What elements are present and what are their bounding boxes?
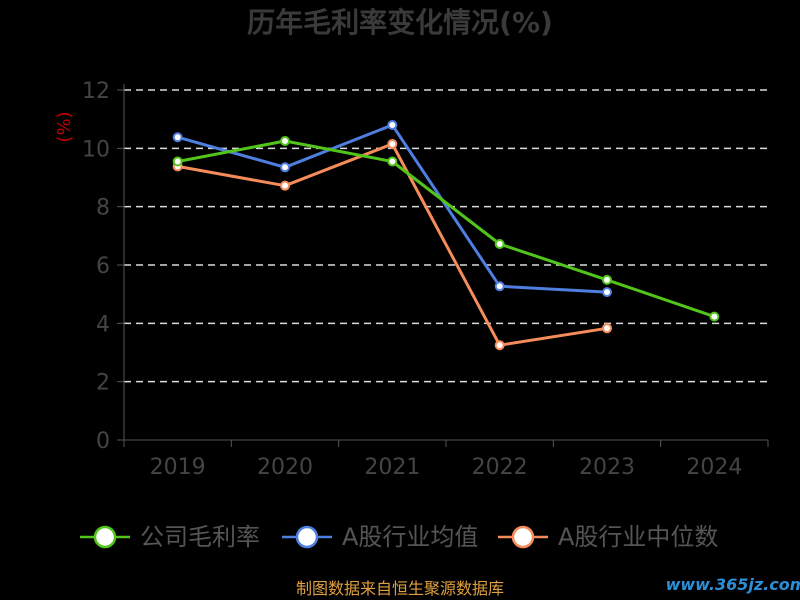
data-point[interactable] <box>602 323 612 334</box>
legend-label: A股行业中位数 <box>558 523 718 551</box>
legend-swatch-marker <box>93 525 117 549</box>
y-axis-label: (%) <box>54 111 75 142</box>
legend-label: A股行业均值 <box>342 523 478 551</box>
legend-label: 公司毛利率 <box>140 523 260 551</box>
data-point[interactable] <box>387 156 398 167</box>
axes: 0 2 4 6 8 10 12 2019 2020 2021 2022 2023 2024 <box>82 79 769 480</box>
legend-swatch-marker <box>295 525 319 549</box>
y-tick-label: 8 <box>96 196 110 221</box>
series-0 <box>172 136 720 322</box>
data-point[interactable] <box>494 281 505 292</box>
series-line <box>177 142 608 347</box>
x-tick-label: 2024 <box>686 455 742 480</box>
y-tick-label: 0 <box>96 429 110 454</box>
x-tick-label: 2021 <box>364 455 420 480</box>
data-point[interactable] <box>602 274 612 285</box>
data-point[interactable] <box>387 120 398 130</box>
x-tick-label: 2020 <box>257 455 313 480</box>
series-2 <box>172 138 612 351</box>
legend-item-1[interactable]: A股行业均值 <box>282 523 478 551</box>
data-point[interactable] <box>280 180 290 191</box>
data-point[interactable] <box>494 340 505 351</box>
data-point[interactable] <box>280 162 290 173</box>
data-point[interactable] <box>387 138 398 149</box>
y-tick-label: 10 <box>82 137 110 162</box>
series-group <box>172 120 720 351</box>
data-point[interactable] <box>172 156 183 167</box>
watermark: www.365jz.com <box>666 575 800 594</box>
source-note: 制图数据来自恒生聚源数据库 <box>296 579 504 598</box>
x-tick-label: 2019 <box>150 455 206 480</box>
y-tick-label: 2 <box>96 371 110 396</box>
x-tick-label: 2022 <box>472 455 528 480</box>
legend[interactable]: 公司毛利率 A股行业均值 A股行业中位数 <box>80 523 718 551</box>
data-point[interactable] <box>172 132 183 143</box>
y-tick-label: 4 <box>96 312 110 337</box>
series-line <box>177 139 715 319</box>
x-tick-label: 2023 <box>579 455 635 480</box>
chart-title: 历年毛利率变化情况(%) <box>247 6 553 39</box>
y-tick-label: 6 <box>96 254 110 279</box>
series-1 <box>172 120 612 298</box>
data-point[interactable] <box>280 136 290 147</box>
legend-item-2[interactable]: A股行业中位数 <box>498 523 718 551</box>
legend-item-0[interactable]: 公司毛利率 <box>80 523 260 551</box>
legend-swatch-marker <box>511 525 535 549</box>
y-tick-label: 12 <box>82 79 110 104</box>
data-point[interactable] <box>709 311 720 322</box>
grid-lines <box>124 89 768 383</box>
data-point[interactable] <box>494 239 505 249</box>
data-point[interactable] <box>602 287 612 298</box>
